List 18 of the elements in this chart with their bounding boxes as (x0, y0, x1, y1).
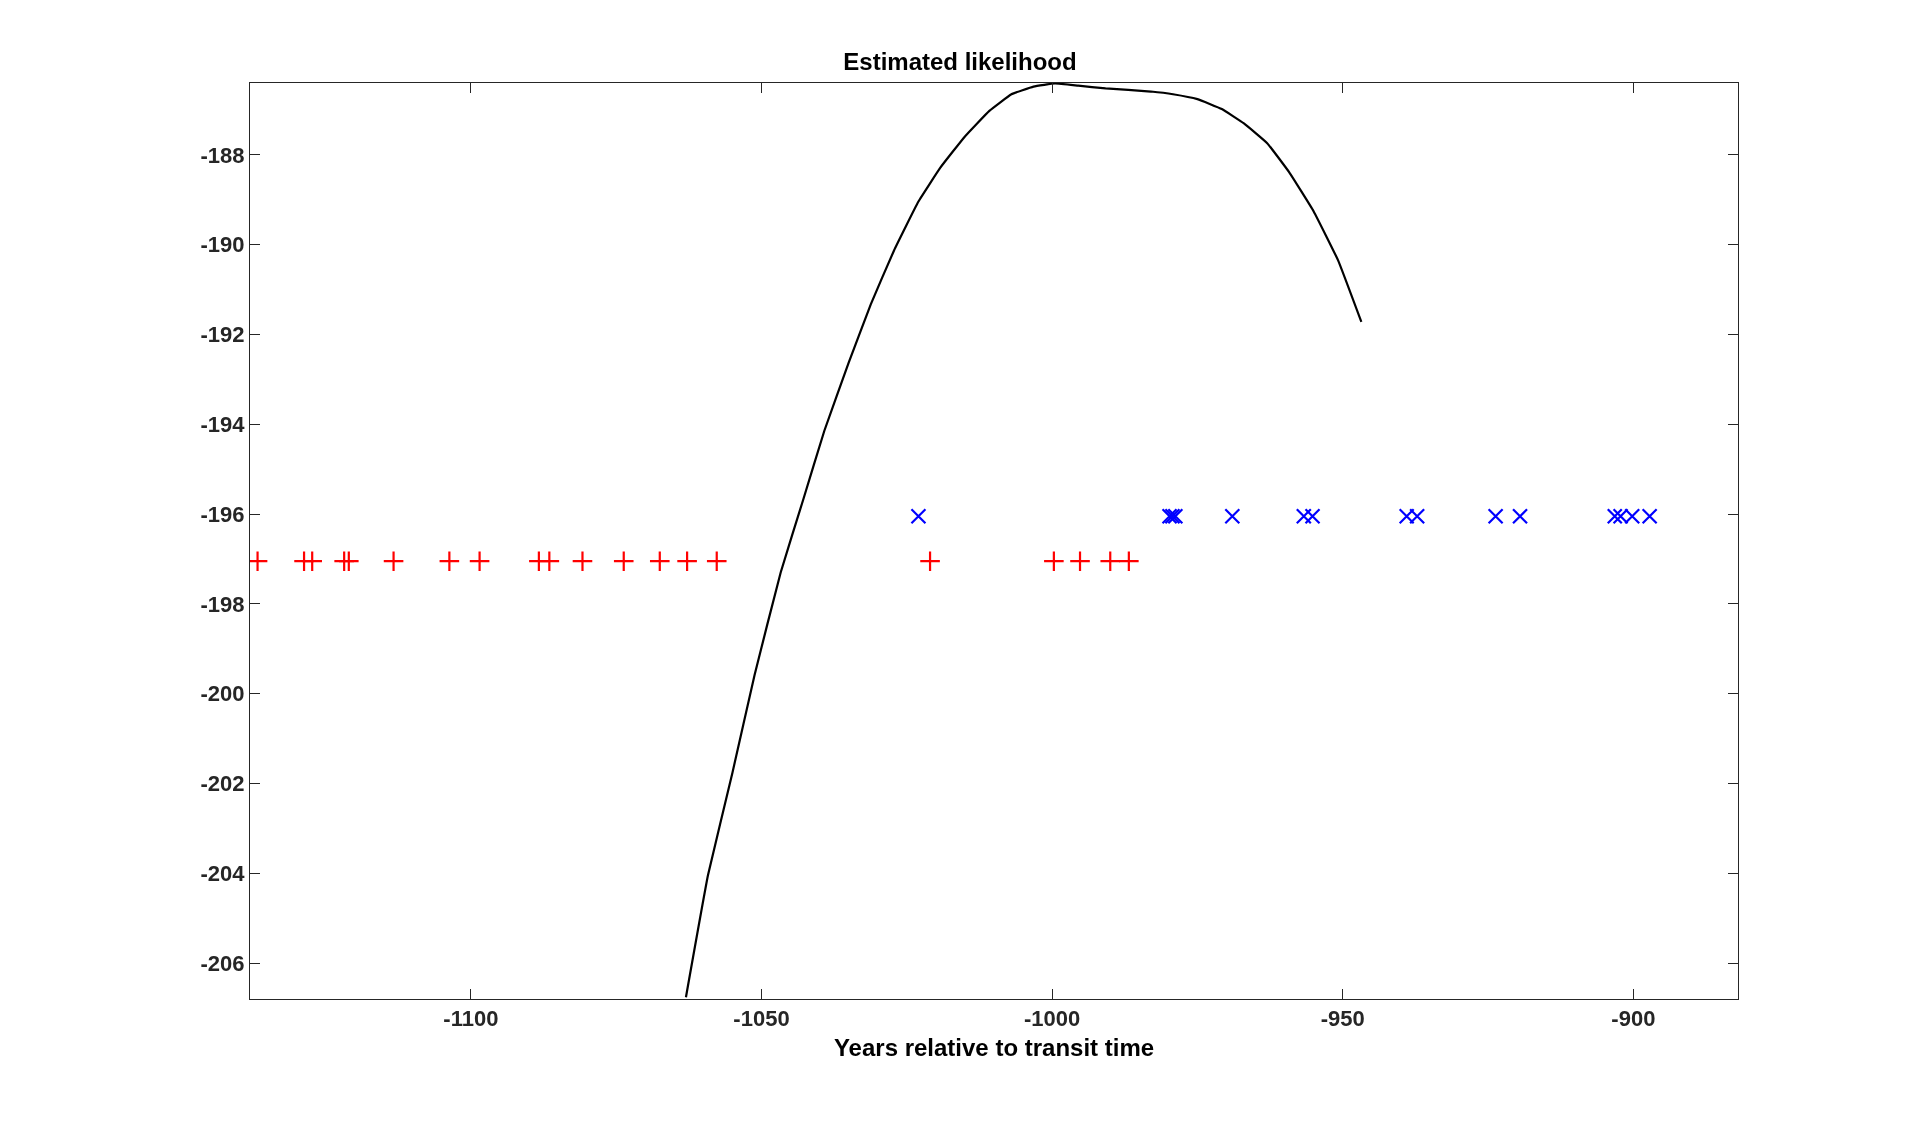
x-tick-label: -1100 (443, 1006, 499, 1032)
line-series (684, 83, 1363, 999)
y-tick-label: -196 (200, 501, 245, 527)
chart-title: Estimated likelihood (843, 48, 1077, 76)
y-tick-label: -206 (200, 950, 245, 976)
x-tick-label: -950 (1320, 1006, 1365, 1032)
y-tick-label: -194 (200, 411, 246, 437)
y-tick-label: -198 (200, 591, 245, 617)
y-tick-label: -188 (200, 142, 245, 168)
x-axis-title: Years relative to transit time (833, 1033, 1155, 1061)
x-tick-label: -1050 (733, 1006, 790, 1032)
y-tick-label: -204 (200, 860, 246, 886)
y-tick-label: -190 (200, 232, 245, 258)
y-tick-label: -192 (200, 322, 245, 348)
y-tick-label: -200 (200, 681, 245, 707)
x-tick-label: -1000 (1023, 1006, 1081, 1032)
x-tick-label: -900 (1611, 1006, 1656, 1032)
y-tick-label: -202 (200, 771, 245, 797)
